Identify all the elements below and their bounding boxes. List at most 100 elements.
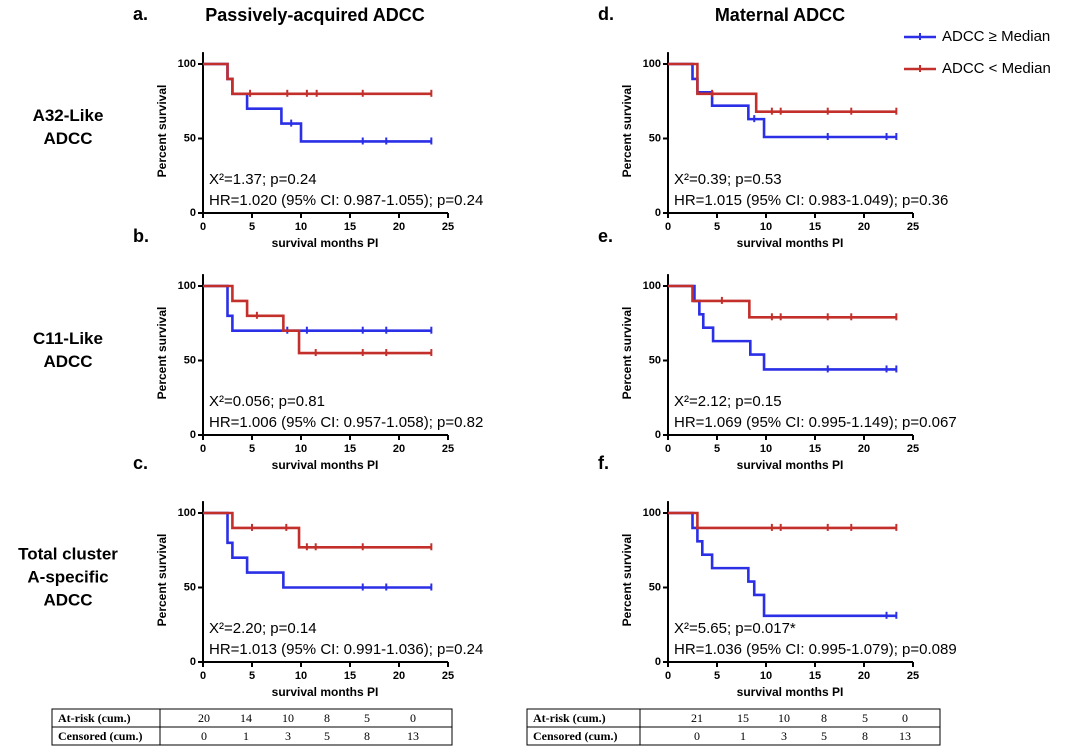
x-tick-label: 15 xyxy=(809,221,821,233)
y-tick-label: 0 xyxy=(190,429,196,441)
row-label: C11-Like xyxy=(33,329,103,348)
x-tick-label: 5 xyxy=(249,443,255,455)
table-cell: 1 xyxy=(243,729,249,743)
table-cell: 8 xyxy=(364,729,370,743)
table-cell: 3 xyxy=(285,729,291,743)
x-tick-label: 0 xyxy=(665,221,671,233)
statistics-text: Χ²=1.37; p=0.24 xyxy=(209,171,317,188)
statistics-text: Χ²=2.12; p=0.15 xyxy=(674,393,782,410)
table-cell: 5 xyxy=(324,729,330,743)
panel-label: b. xyxy=(133,226,149,246)
x-tick-label: 25 xyxy=(442,443,454,455)
statistics-text: HR=1.020 (95% CI: 0.987-1.055); p=0.24 xyxy=(209,192,483,209)
x-tick-label: 5 xyxy=(249,221,255,233)
table-cell: 0 xyxy=(902,711,908,725)
y-tick-label: 100 xyxy=(643,58,661,70)
x-tick-label: 15 xyxy=(344,443,356,455)
y-tick-label: 0 xyxy=(190,207,196,219)
table-cell: 5 xyxy=(862,711,868,725)
x-tick-label: 20 xyxy=(393,670,405,682)
x-tick-label: 0 xyxy=(200,443,206,455)
survival-curve xyxy=(668,511,897,530)
table-cell: 5 xyxy=(821,729,827,743)
row-label: ADCC xyxy=(43,352,92,371)
table-cell: 3 xyxy=(781,729,787,743)
x-tick-label: 0 xyxy=(200,670,206,682)
x-tick-label: 0 xyxy=(665,670,671,682)
row-label: ADCC xyxy=(43,129,92,148)
survival-curve xyxy=(203,284,432,355)
x-tick-label: 5 xyxy=(714,443,720,455)
survival-curve xyxy=(203,62,432,96)
table-cell: 8 xyxy=(862,729,868,743)
y-tick-label: 100 xyxy=(178,58,196,70)
x-tick-label: 15 xyxy=(809,443,821,455)
y-axis-title: Percent survival xyxy=(155,307,169,400)
y-axis-title: Percent survival xyxy=(620,85,634,178)
x-axis-title: survival months PI xyxy=(272,685,379,699)
table-cell: 1 xyxy=(740,729,746,743)
y-tick-label: 100 xyxy=(643,507,661,519)
panel-label: f. xyxy=(598,453,609,473)
y-tick-label: 0 xyxy=(190,656,196,668)
statistics-text: Χ²=5.65; p=0.017* xyxy=(674,620,796,637)
y-tick-label: 0 xyxy=(655,656,661,668)
x-tick-label: 5 xyxy=(249,670,255,682)
y-tick-label: 0 xyxy=(655,429,661,441)
x-tick-label: 20 xyxy=(858,443,870,455)
y-tick-label: 50 xyxy=(184,581,196,593)
x-tick-label: 20 xyxy=(393,443,405,455)
statistics-text: HR=1.069 (95% CI: 0.995-1.149); p=0.067 xyxy=(674,414,957,431)
x-axis-title: survival months PI xyxy=(272,458,379,472)
y-tick-label: 100 xyxy=(178,507,196,519)
row-header: At-risk (cum.) xyxy=(58,711,131,725)
table-cell: 13 xyxy=(899,729,911,743)
column-title: Passively-acquired ADCC xyxy=(205,5,424,25)
survival-curve xyxy=(668,62,897,139)
x-tick-label: 0 xyxy=(200,221,206,233)
table-cell: 14 xyxy=(240,711,252,725)
y-tick-label: 50 xyxy=(649,354,661,366)
survival-curve xyxy=(668,284,897,371)
row-label: A32-Like xyxy=(33,106,104,125)
row-label: A-specific xyxy=(27,567,108,586)
column-title: Maternal ADCC xyxy=(715,5,845,25)
x-axis-title: survival months PI xyxy=(737,685,844,699)
survival-curve xyxy=(203,511,432,589)
statistics-text: Χ²=0.39; p=0.53 xyxy=(674,171,782,188)
x-tick-label: 20 xyxy=(858,221,870,233)
survival-curve xyxy=(203,62,432,143)
table-cell: 8 xyxy=(821,711,827,725)
table-cell: 0 xyxy=(410,711,416,725)
panel-label: a. xyxy=(133,4,148,24)
statistics-text: HR=1.015 (95% CI: 0.983-1.049); p=0.36 xyxy=(674,192,948,209)
legend-label: ADCC < Median xyxy=(942,60,1051,77)
y-tick-label: 100 xyxy=(178,280,196,292)
y-axis-title: Percent survival xyxy=(620,534,634,627)
y-axis-title: Percent survival xyxy=(620,307,634,400)
statistics-text: Χ²=2.20; p=0.14 xyxy=(209,620,317,637)
x-tick-label: 20 xyxy=(858,670,870,682)
row-header: At-risk (cum.) xyxy=(533,711,606,725)
x-tick-label: 25 xyxy=(442,221,454,233)
row-label: ADCC xyxy=(43,590,92,609)
y-tick-label: 50 xyxy=(184,132,196,144)
survival-curve xyxy=(203,284,432,332)
y-tick-label: 50 xyxy=(649,132,661,144)
x-axis-title: survival months PI xyxy=(737,236,844,250)
survival-curve xyxy=(668,284,897,319)
survival-curve xyxy=(668,511,897,618)
survival-curve xyxy=(668,62,897,113)
y-axis-title: Percent survival xyxy=(155,534,169,627)
panel-label: c. xyxy=(133,453,148,473)
x-axis-title: survival months PI xyxy=(737,458,844,472)
legend-label: ADCC ≥ Median xyxy=(942,28,1050,45)
x-tick-label: 25 xyxy=(442,670,454,682)
x-tick-label: 25 xyxy=(907,221,919,233)
table-cell: 13 xyxy=(407,729,419,743)
statistics-text: HR=1.036 (95% CI: 0.995-1.079); p=0.089 xyxy=(674,641,957,658)
survival-curve xyxy=(203,511,432,549)
x-tick-label: 5 xyxy=(714,670,720,682)
x-tick-label: 10 xyxy=(760,670,772,682)
